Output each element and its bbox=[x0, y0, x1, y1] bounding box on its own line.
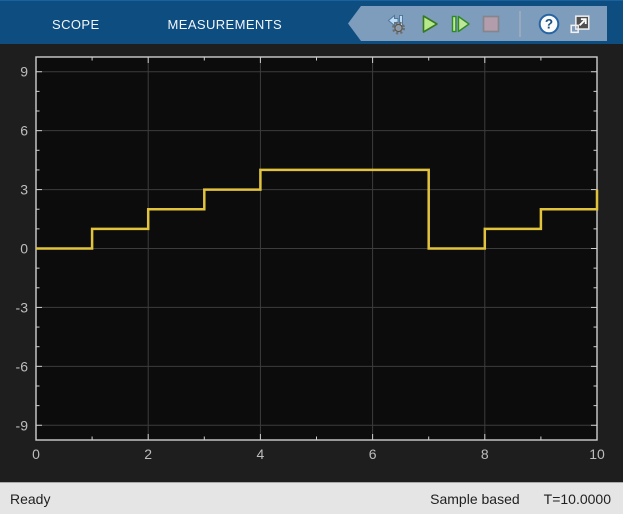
toolbar-tabs: SCOPE MEASUREMENTS bbox=[0, 1, 623, 44]
simulation-stepping-options-icon bbox=[387, 13, 405, 34]
help-icon: ? bbox=[538, 13, 560, 34]
svg-text:3: 3 bbox=[20, 182, 28, 198]
toolbar-icon-panel: ? bbox=[348, 6, 607, 41]
step-forward-button[interactable] bbox=[448, 10, 472, 38]
stop-button[interactable] bbox=[479, 10, 503, 38]
toolbar-separator bbox=[519, 10, 521, 37]
simulation-stepping-options-button[interactable] bbox=[386, 10, 410, 38]
svg-text:2: 2 bbox=[144, 446, 152, 462]
svg-text:4: 4 bbox=[257, 446, 265, 462]
svg-text:9: 9 bbox=[20, 64, 28, 80]
step-forward-icon bbox=[451, 15, 470, 32]
stop-icon bbox=[482, 15, 500, 32]
svg-text:6: 6 bbox=[369, 446, 377, 462]
run-button[interactable] bbox=[417, 10, 441, 38]
help-button[interactable]: ? bbox=[537, 10, 561, 38]
scope-plot-region: 0 2 4 6 8 10 -9 -6 -3 0 3 6 9 bbox=[0, 44, 623, 482]
svg-text:6: 6 bbox=[20, 123, 28, 139]
scope-chart: 0 2 4 6 8 10 -9 -6 -3 0 3 6 9 bbox=[0, 44, 623, 482]
svg-text:0: 0 bbox=[32, 446, 40, 462]
undock-icon bbox=[570, 14, 590, 33]
svg-text:8: 8 bbox=[481, 446, 489, 462]
simulation-time-text: T=10.0000 bbox=[543, 490, 611, 507]
statusbar: Ready Sample based T=10.0000 bbox=[0, 482, 623, 514]
svg-text:?: ? bbox=[545, 16, 553, 31]
svg-text:-3: -3 bbox=[16, 299, 29, 315]
svg-text:10: 10 bbox=[589, 446, 605, 462]
tab-scope[interactable]: SCOPE bbox=[52, 16, 100, 32]
svg-text:-9: -9 bbox=[16, 417, 29, 433]
toolbar: SCOPE MEASUREMENTS bbox=[0, 0, 623, 44]
svg-text:-6: -6 bbox=[16, 358, 29, 374]
run-icon bbox=[422, 14, 438, 33]
sample-mode-text: Sample based bbox=[430, 490, 520, 507]
svg-text:0: 0 bbox=[20, 241, 28, 257]
status-text: Ready bbox=[10, 490, 51, 507]
tab-measurements[interactable]: MEASUREMENTS bbox=[167, 16, 283, 32]
undock-button[interactable] bbox=[568, 10, 592, 38]
